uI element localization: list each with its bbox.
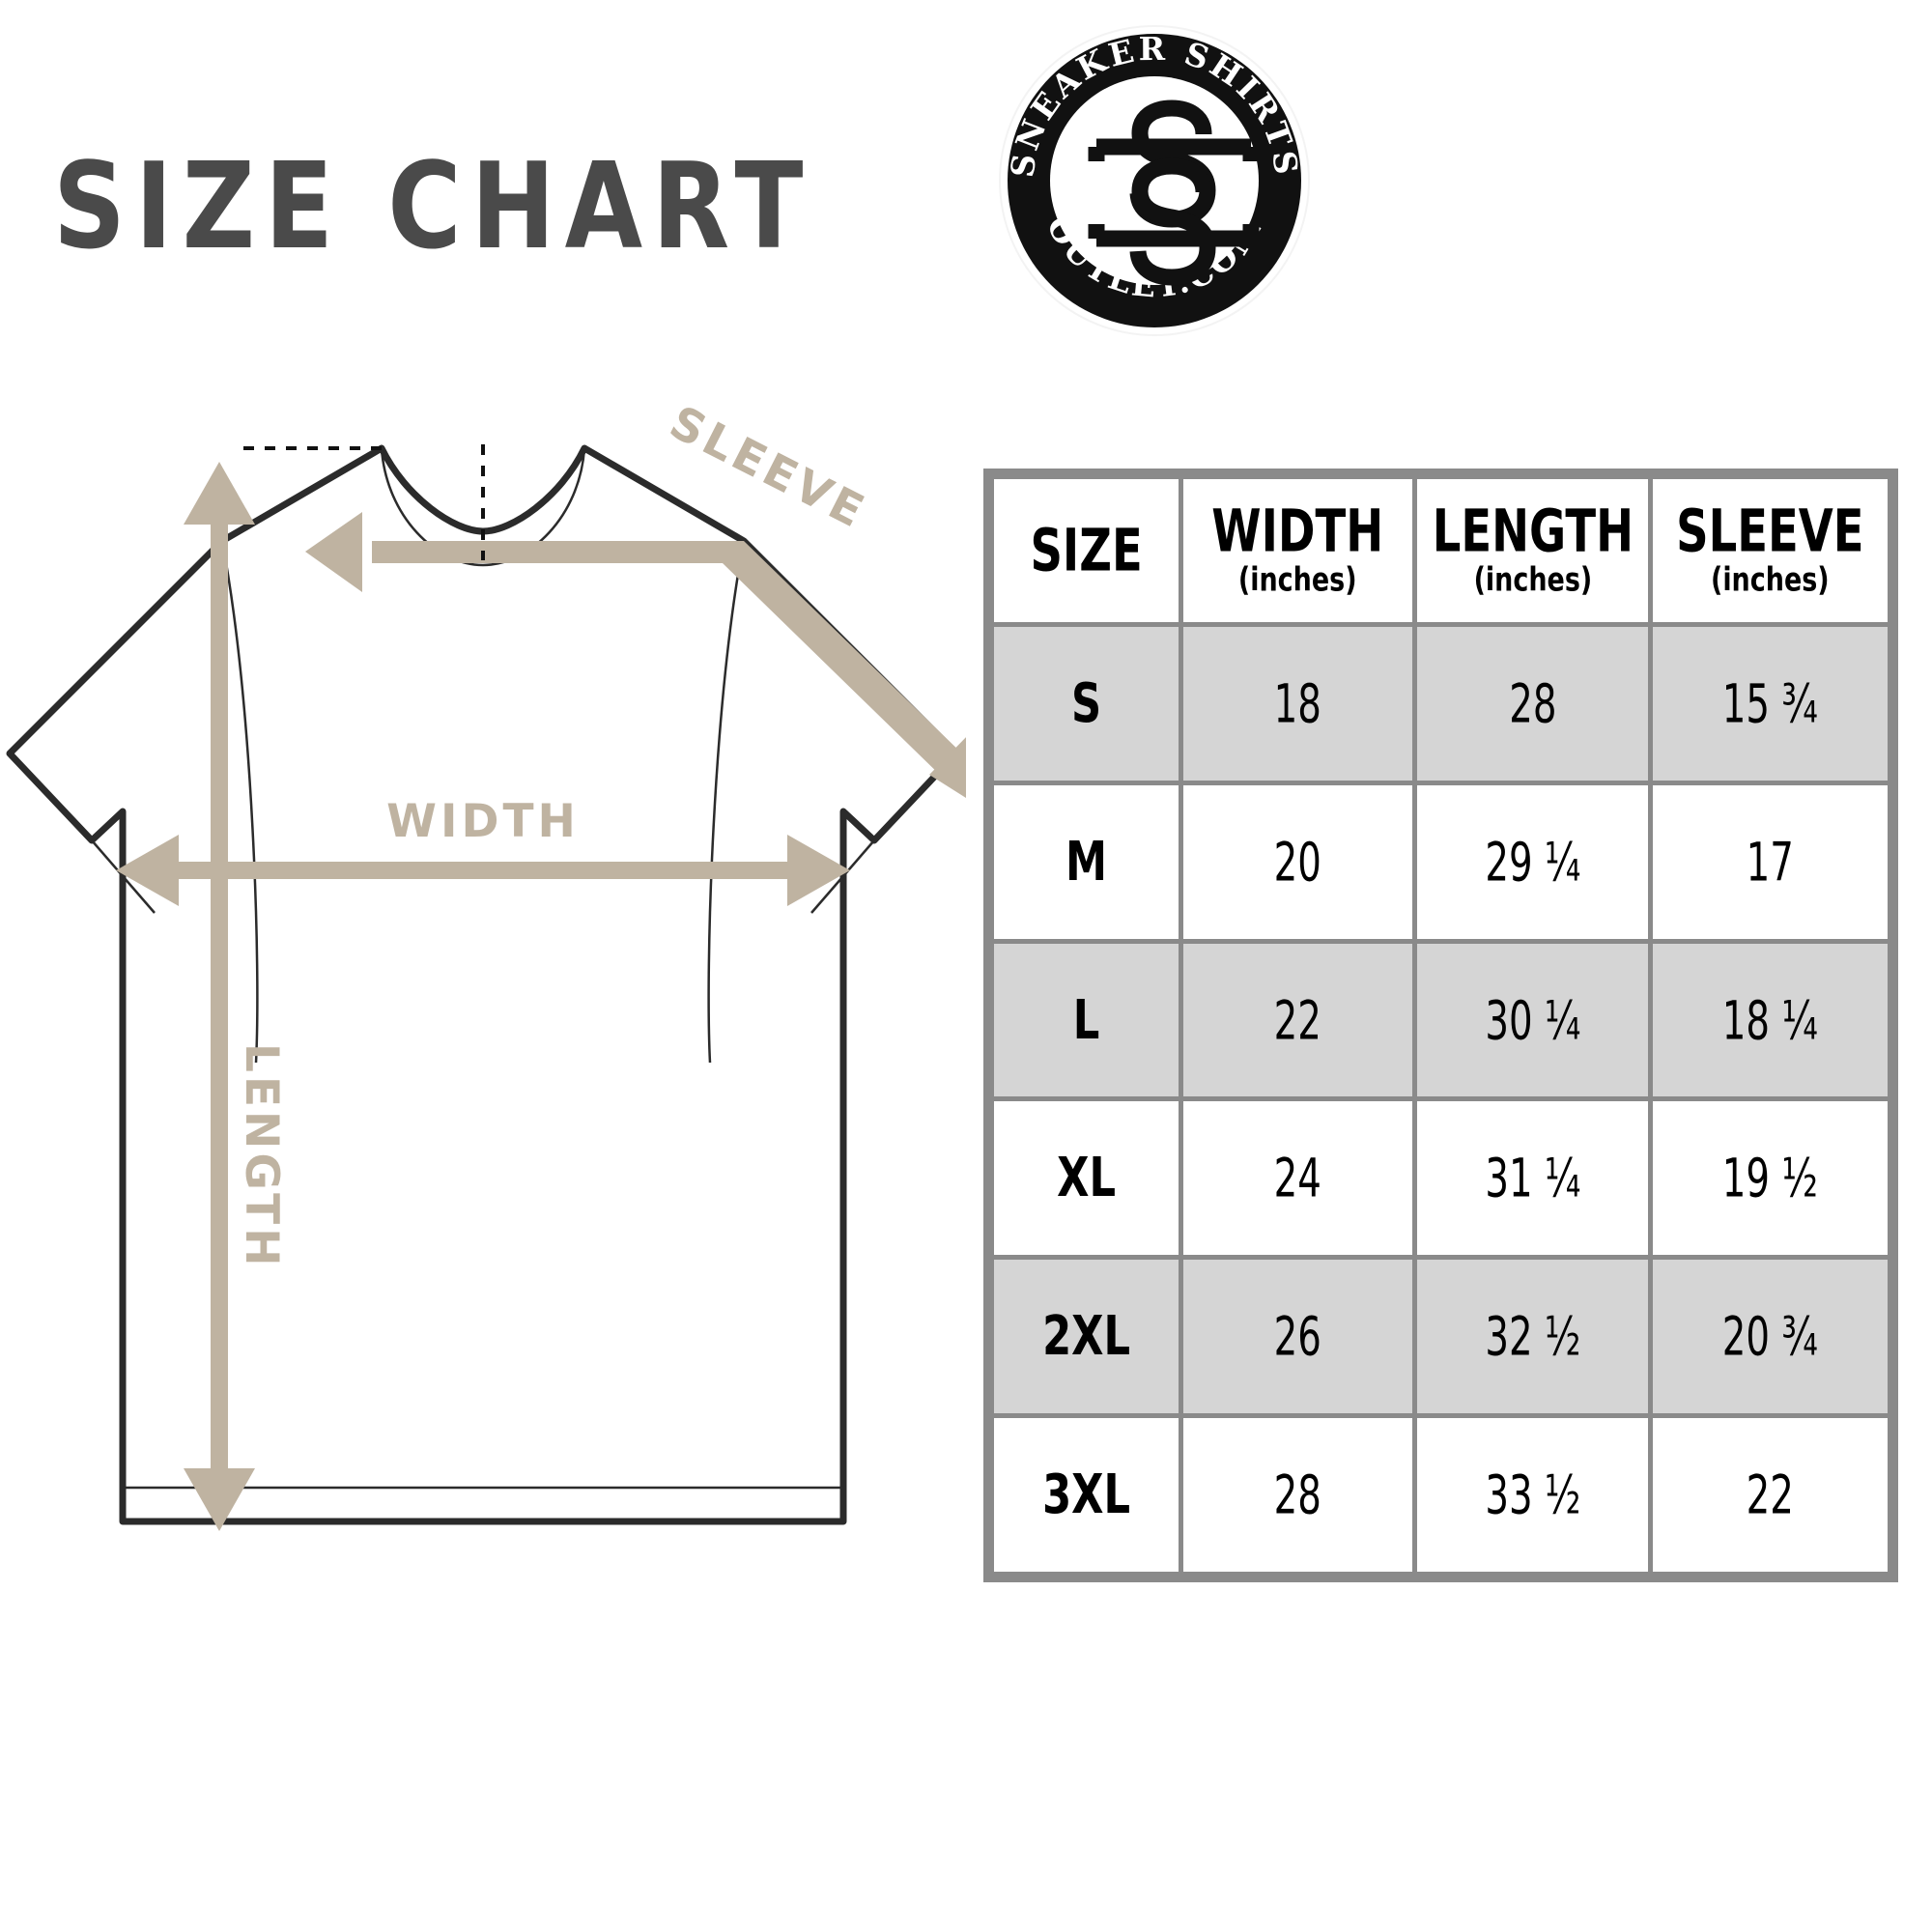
cell-size: M (994, 784, 1179, 939)
column-header-width: WIDTH (inches) (1183, 479, 1412, 622)
cell-sleeve: 20 ¾ (1653, 1260, 1888, 1414)
sleeve-value: 19 ½ (1722, 1147, 1819, 1210)
length-value: 29 ¼ (1484, 830, 1581, 894)
tshirt-collar-detail (380, 447, 586, 567)
cell-sleeve: 18 ¼ (1653, 943, 1888, 1097)
width-value: 24 (1273, 1147, 1322, 1210)
column-header-sleeve: SLEEVE (inches) (1653, 479, 1888, 622)
cell-sleeve: 22 (1653, 1418, 1888, 1572)
width-value: 18 (1273, 672, 1322, 735)
cell-size: 2XL (994, 1260, 1179, 1414)
table-row: 3XL 28 33 ½ 22 (994, 1418, 1888, 1572)
width-value: 28 (1273, 1463, 1322, 1526)
cell-width: 28 (1183, 1418, 1412, 1572)
size-value: XL (1057, 1146, 1117, 1210)
width-label: WIDTH (386, 795, 580, 848)
sleeve-value: 15 ¾ (1722, 672, 1819, 735)
length-measure-arrow (184, 462, 255, 1531)
length-value: 30 ¼ (1484, 988, 1581, 1052)
cell-length: 29 ¼ (1416, 784, 1649, 939)
cell-length: 30 ¼ (1416, 943, 1649, 1097)
cell-size: XL (994, 1101, 1179, 1256)
width-value: 22 (1273, 988, 1322, 1052)
width-value: 26 (1273, 1305, 1322, 1369)
size-value: M (1065, 830, 1108, 895)
cell-length: 28 (1416, 627, 1649, 781)
column-header-size-label: SIZE (1030, 516, 1143, 585)
size-value: 2XL (1042, 1304, 1131, 1369)
tshirt-outline (6, 444, 960, 1525)
brand-logo: SNEAKER SHIRTS OUTLET.COM (995, 21, 1314, 340)
logo-monogram-ss (1088, 99, 1260, 286)
tshirt-measurement-diagram: SLEEVE WIDTH LENGTH (0, 386, 966, 1642)
sleeve-value: 17 (1747, 830, 1795, 894)
cell-size: S (994, 627, 1179, 781)
column-header-length-unit: (inches) (1473, 559, 1592, 599)
column-header-width-label: WIDTH (1211, 497, 1384, 566)
cell-width: 22 (1183, 943, 1412, 1097)
size-value: S (1071, 671, 1102, 736)
table-row: S 18 28 15 ¾ (994, 627, 1888, 781)
length-value: 33 ½ (1484, 1463, 1581, 1526)
table-row: L 22 30 ¼ 18 ¼ (994, 943, 1888, 1097)
length-label: LENGTH (235, 1043, 288, 1270)
sleeve-value: 18 ¼ (1722, 988, 1819, 1052)
column-header-length-label: LENGTH (1432, 497, 1634, 566)
cell-size: 3XL (994, 1418, 1179, 1572)
size-chart-table: SIZE WIDTH (inches) LENGTH (inches) SLEE… (983, 469, 1898, 1582)
cell-sleeve: 17 (1653, 784, 1888, 939)
column-header-length: LENGTH (inches) (1416, 479, 1649, 622)
column-header-sleeve-unit: (inches) (1711, 559, 1831, 599)
sleeve-measure-arrow (305, 512, 966, 798)
cell-width: 20 (1183, 784, 1412, 939)
size-value: 3XL (1042, 1463, 1131, 1527)
table-row: M 20 29 ¼ 17 (994, 784, 1888, 939)
length-value: 32 ½ (1484, 1305, 1581, 1369)
width-value: 20 (1273, 830, 1322, 894)
cell-sleeve: 15 ¾ (1653, 627, 1888, 781)
cell-size: L (994, 943, 1179, 1097)
size-value: L (1072, 988, 1100, 1053)
cell-sleeve: 19 ½ (1653, 1101, 1888, 1256)
sleeve-dashed-guide (242, 444, 485, 560)
sleeve-value: 22 (1747, 1463, 1795, 1526)
cell-length: 33 ½ (1416, 1418, 1649, 1572)
column-header-sleeve-label: SLEEVE (1676, 497, 1864, 566)
length-value: 31 ¼ (1484, 1147, 1581, 1210)
cell-length: 31 ¼ (1416, 1101, 1649, 1256)
sleeve-value: 20 ¾ (1722, 1305, 1819, 1369)
cell-width: 26 (1183, 1260, 1412, 1414)
page-title: SIZE CHART (53, 136, 813, 276)
table-header-row: SIZE WIDTH (inches) LENGTH (inches) SLEE… (994, 479, 1888, 622)
cell-width: 18 (1183, 627, 1412, 781)
table-row: XL 24 31 ¼ 19 ½ (994, 1101, 1888, 1256)
column-header-width-unit: (inches) (1238, 559, 1357, 599)
width-measure-arrow (116, 835, 850, 906)
cell-length: 32 ½ (1416, 1260, 1649, 1414)
table-body: S 18 28 15 ¾ M 20 29 ¼ 17 L 22 30 ¼ 18 ¼… (994, 627, 1888, 1572)
column-header-size: SIZE (994, 479, 1179, 622)
cell-width: 24 (1183, 1101, 1412, 1256)
length-value: 28 (1508, 672, 1557, 735)
table-row: 2XL 26 32 ½ 20 ¾ (994, 1260, 1888, 1414)
